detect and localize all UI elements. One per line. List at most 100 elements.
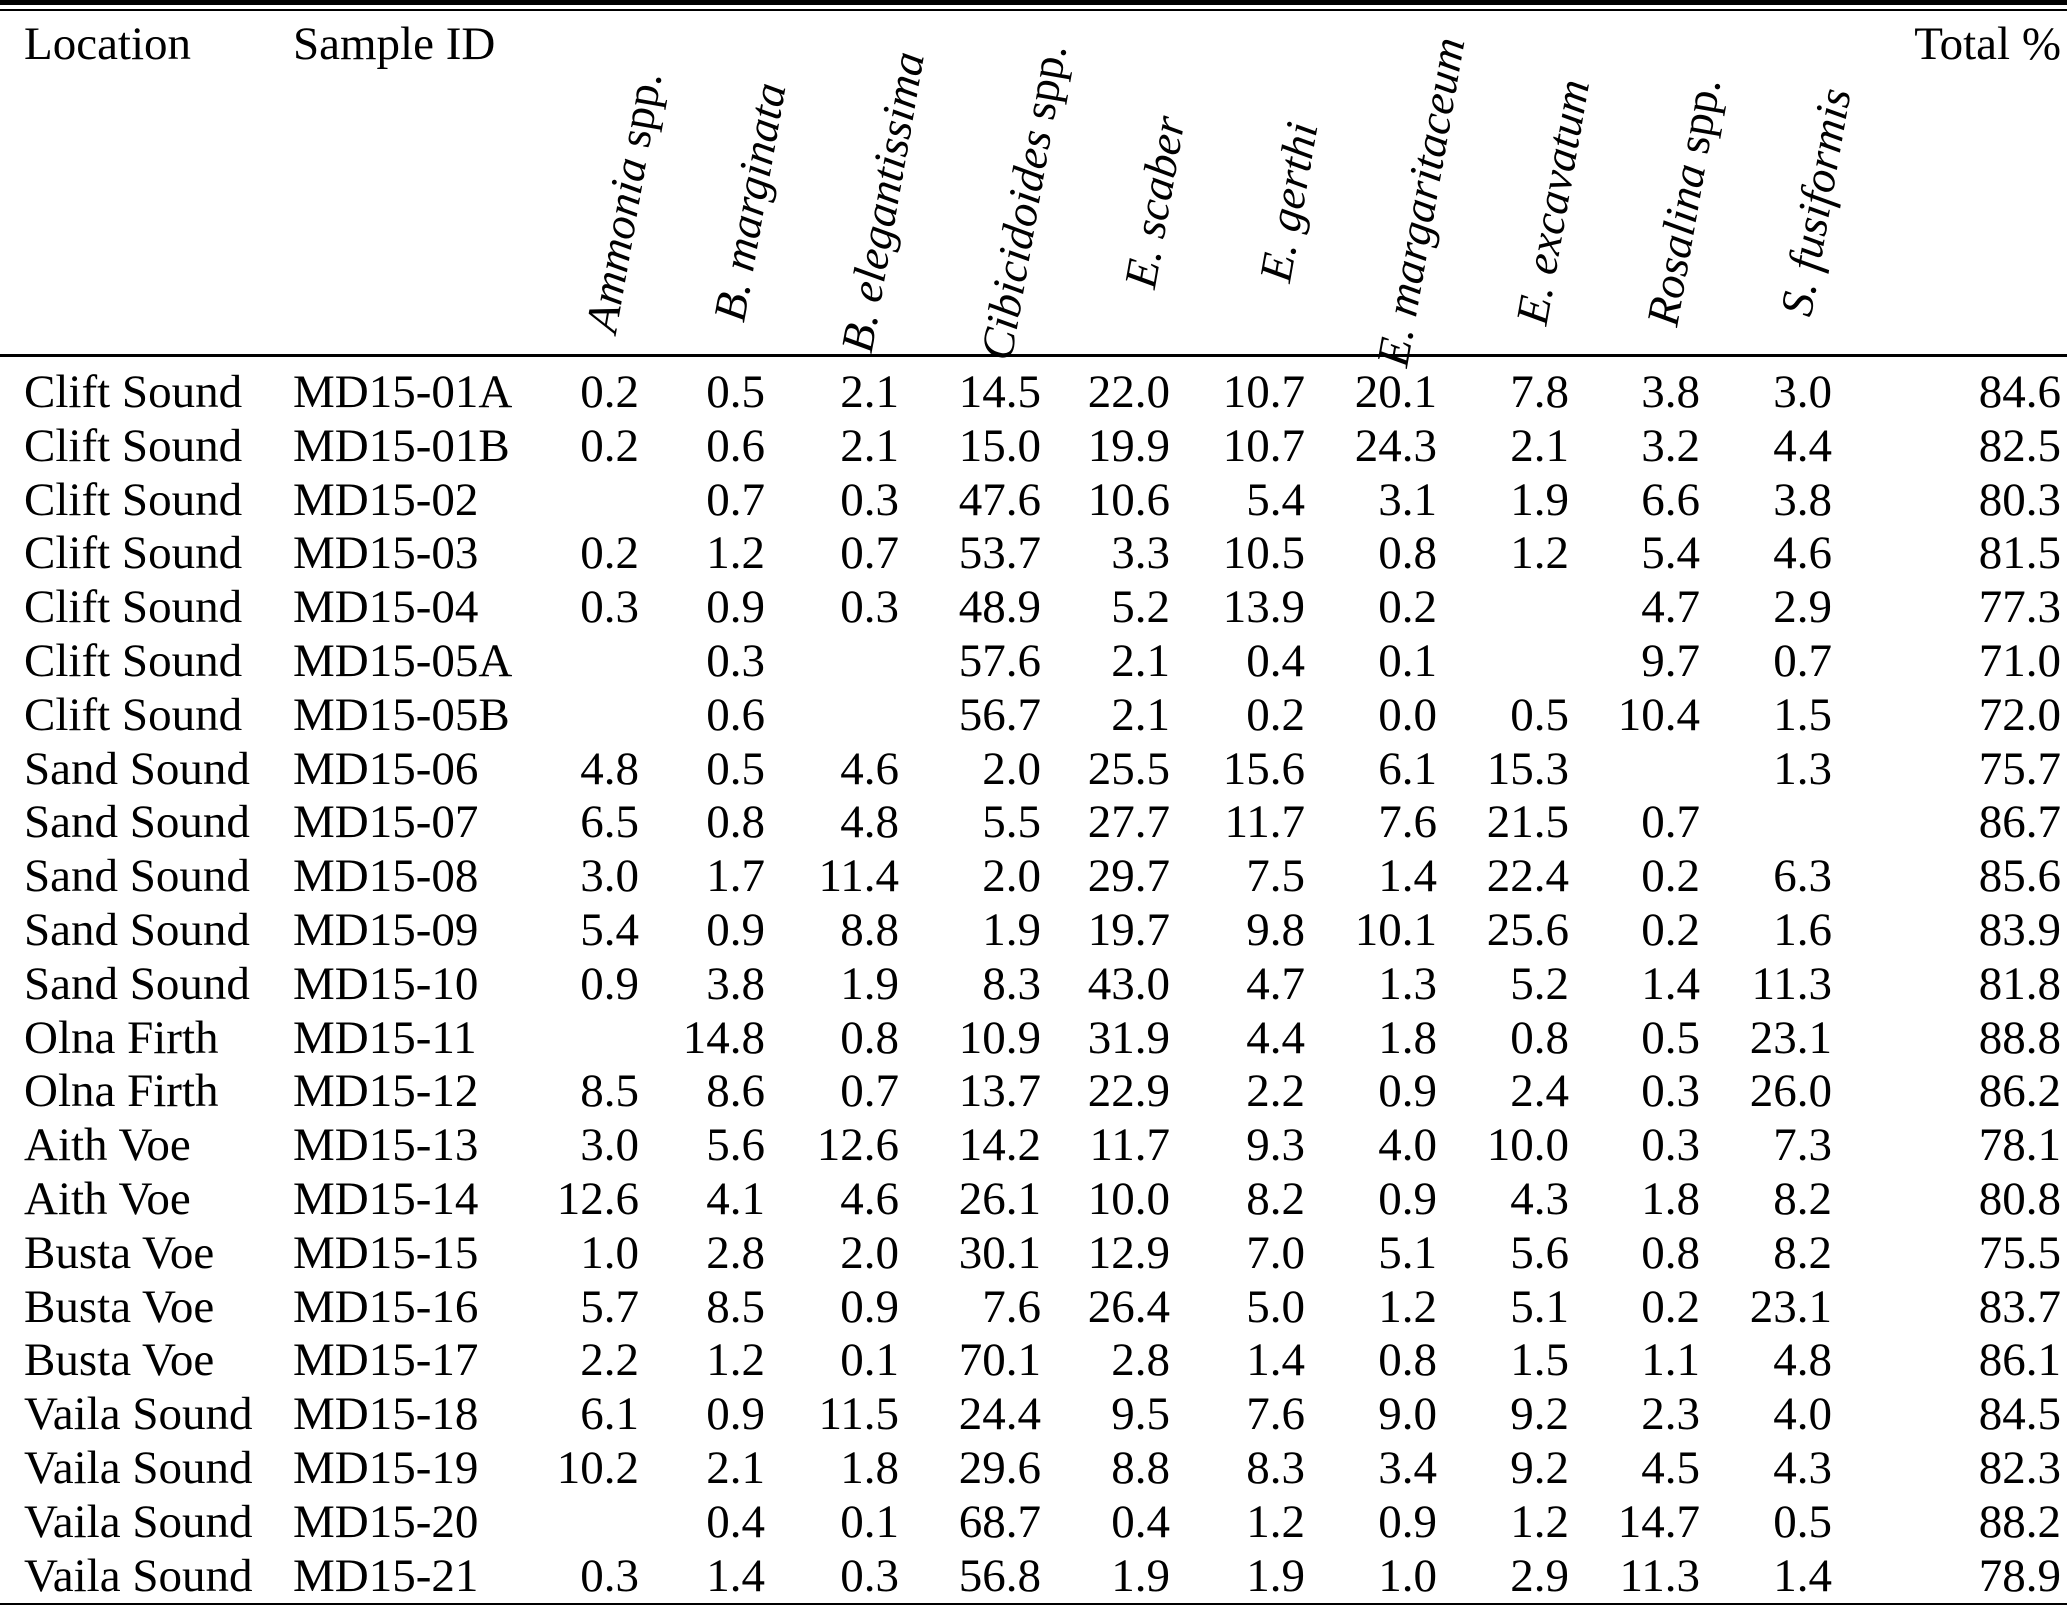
value-cell: 6.5 [580,796,639,849]
total-cell: 77.3 [1978,581,2061,634]
value-cell: 0.9 [580,957,639,1010]
location-cell: Olna Firth [24,1011,219,1064]
value-cell: 22.9 [1087,1065,1170,1118]
value-cell: 0.9 [1378,1065,1437,1118]
value-cell: 7.8 [1510,366,1569,418]
value-cell [1569,743,1700,797]
sample-id-cell: MD15-05A [293,634,513,687]
value-cell: 26.4 [1087,1280,1170,1333]
value-cell: 3.8 [706,957,765,1010]
value-cell: 12.9 [1087,1226,1170,1279]
value-cell: 0.5 [706,742,765,795]
location-cell: Vaila Sound [24,1495,253,1548]
value-cell: 4.5 [1641,1441,1700,1494]
value-cell: 2.1 [1111,688,1170,741]
col-header-species-2: B. marginata [639,11,795,357]
value-cell: 24.3 [1354,419,1437,472]
value-cell: 0.9 [706,581,765,634]
value-cell: 5.4 [1246,473,1305,526]
value-cell: 1.8 [840,1441,899,1494]
value-cell: 48.9 [958,581,1041,634]
value-cell: 1.4 [1246,1334,1305,1387]
table-row: Clift Sound MD15-01B 0.2 0.6 2.1 15.0 19.9 10.7… [0,420,2067,474]
value-cell: 8.3 [982,957,1041,1010]
value-cell: 0.2 [1378,581,1437,634]
value-cell: 0.5 [706,366,765,418]
table-row: Clift Sound MD15-05B 0.6 56.7 2.1 0.2 0.0 0.5 10… [0,689,2067,743]
location-cell: Clift Sound [24,688,243,741]
value-cell: 5.4 [1641,527,1700,580]
value-cell: 2.1 [706,1441,765,1494]
value-cell: 1.8 [1641,1172,1700,1225]
total-cell: 81.8 [1978,957,2061,1010]
foraminifera-abundance-table: Location Sample ID Ammonia spp. B. margin… [0,11,2067,1603]
value-cell: 2.9 [1773,581,1832,634]
location-cell: Vaila Sound [24,1441,253,1494]
value-cell: 9.3 [1246,1119,1305,1172]
value-cell: 1.4 [1378,850,1437,903]
total-cell: 80.3 [1978,473,2061,526]
location-cell: Clift Sound [24,527,243,580]
value-cell: 0.8 [1378,1334,1437,1387]
value-cell: 13.9 [1222,581,1305,634]
table-row: Sand Sound MD15-08 3.0 1.7 11.4 2.0 29.7 7.5 1.4… [0,850,2067,904]
value-cell: 1.4 [1773,1549,1832,1602]
value-cell: 8.6 [706,1065,765,1118]
value-cell: 0.2 [580,527,639,580]
value-cell: 2.1 [1111,634,1170,687]
value-cell: 0.2 [1641,850,1700,903]
value-cell: 0.7 [1773,634,1832,687]
sample-id-cell: MD15-01B [293,419,510,472]
total-cell: 86.7 [1978,796,2061,849]
total-cell: 78.1 [1978,1119,2061,1172]
value-cell: 4.8 [580,742,639,795]
sample-id-cell: MD15-10 [293,957,479,1010]
value-cell: 10.2 [556,1441,639,1494]
value-cell: 10.4 [1617,688,1700,741]
table-row: Sand Sound MD15-06 4.8 0.5 4.6 2.0 25.5 15.6 6.1… [0,743,2067,797]
value-cell: 10.5 [1222,527,1305,580]
value-cell: 27.7 [1087,796,1170,849]
value-cell: 0.4 [1246,634,1305,687]
value-cell [517,1496,639,1550]
value-cell: 19.7 [1087,903,1170,956]
table-row: Sand Sound MD15-07 6.5 0.8 4.8 5.5 27.7 11.7 7.6… [0,796,2067,850]
value-cell [517,689,639,743]
value-cell: 25.5 [1087,742,1170,795]
table-row: Vaila Sound MD15-21 0.3 1.4 0.3 56.8 1.9 1.9 1.0… [0,1550,2067,1604]
location-cell: Sand Sound [24,903,250,956]
value-cell: 15.0 [958,419,1041,472]
value-cell: 10.6 [1087,473,1170,526]
value-cell: 0.1 [840,1334,899,1387]
value-cell: 5.1 [1510,1280,1569,1333]
total-cell: 75.7 [1978,742,2061,795]
value-cell: 0.2 [1641,1280,1700,1333]
sample-id-cell: MD15-20 [293,1495,479,1548]
value-cell: 1.0 [1378,1549,1437,1602]
value-cell: 23.1 [1749,1280,1832,1333]
col-header-species-9: Rosalina spp. [1569,11,1731,357]
value-cell: 3.8 [1773,473,1832,526]
table-row: Vaila Sound MD15-20 0.4 0.1 68.7 0.4 1.2 0.9 1.2… [0,1496,2067,1550]
value-cell: 8.2 [1773,1172,1832,1225]
value-cell: 4.3 [1773,1441,1832,1494]
value-cell: 2.0 [840,1226,899,1279]
value-cell: 1.6 [1773,903,1832,956]
value-cell: 2.2 [580,1334,639,1387]
total-cell: 86.2 [1978,1065,2061,1118]
value-cell: 4.6 [1773,527,1832,580]
value-cell: 0.2 [580,419,639,472]
value-cell [765,689,899,743]
value-cell: 30.1 [958,1226,1041,1279]
col-header-total: Total % [1832,11,2067,357]
value-cell: 1.1 [1641,1334,1700,1387]
sample-id-cell: MD15-05B [293,688,510,741]
col-header-species-7: E. margaritaceum [1305,11,1475,370]
table-row: Clift Sound MD15-02 0.7 0.3 47.6 10.6 5.4 3.1 1.… [0,474,2067,528]
value-cell: 8.8 [1111,1441,1170,1494]
location-cell: Sand Sound [24,796,250,849]
table-row: Clift Sound MD15-04 0.3 0.9 0.3 48.9 5.2 13.9 0.… [0,581,2067,635]
col-header-species-10: S. fusiformis [1700,11,1861,357]
table-row: Sand Sound MD15-10 0.9 3.8 1.9 8.3 43.0 4.7 1.3 5… [0,958,2067,1012]
value-cell: 3.2 [1641,419,1700,472]
